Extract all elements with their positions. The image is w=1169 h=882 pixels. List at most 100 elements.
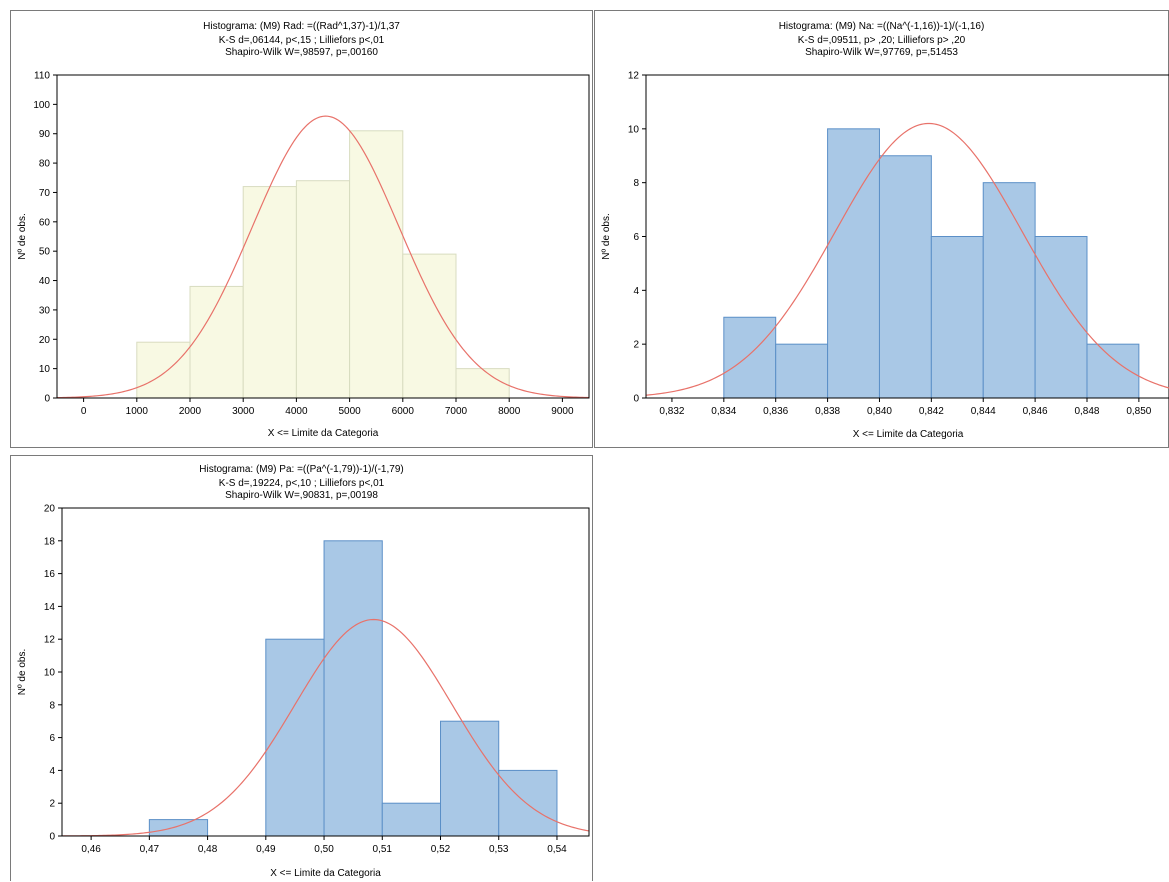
y-tick-label: 0 [44,394,50,405]
histogram-chart-pa: 0 2 4 6 8 10 12 14 16 18 20 0,46 0,47 0,48 0,49 0,50 0,5… [17,504,590,879]
x-tick-label: 0,47 [140,844,160,855]
x-tick-label: 9000 [551,406,574,417]
x-tick-label: 0,46 [81,844,101,855]
y-tick-label: 12 [44,635,56,646]
y-tick-label: 18 [44,536,56,547]
histogram-chart-na: 0 2 4 6 8 10 12 0,832 0,834 0,836 0,838 0,840 0,842 0… [601,71,1169,440]
y-tick-label: 20 [39,335,51,346]
histogram-chart-rad: 0 10 20 30 40 50 60 70 80 90 100 110 0 1000 2000 3000 40… [17,71,590,439]
y-tick-label: 8 [49,700,55,711]
y-tick-label: 0 [49,832,55,843]
y-tick-label: 100 [33,100,50,111]
y-tick-label: 90 [39,129,51,140]
x-tick-label: 0,50 [314,844,334,855]
y-tick-label: 110 [34,71,50,82]
x-tick-label: 0,49 [256,844,276,855]
histogram-bar [498,769,558,837]
chart-subtitle-ks: K-S d=,19224, p<,10 ; Lilliefors p<,01 [218,478,385,489]
x-tick-label: 8000 [498,406,521,417]
x-axis-label: X <= Limite da Categoria [268,428,379,439]
y-tick-label: 12 [628,71,640,82]
x-tick-label: 6000 [392,406,415,417]
x-tick-label: 0,52 [431,844,451,855]
y-tick-label: 8 [633,178,639,189]
x-tick-label: 0,842 [919,406,944,417]
x-tick-label: 1000 [126,406,149,417]
x-tick-label: 7000 [445,406,468,417]
histogram-bar [242,186,297,399]
x-axis-label: X <= Limite da Categoria [853,429,964,440]
x-tick-label: 0 [81,406,87,417]
x-tick-label: 4000 [285,406,308,417]
x-tick-label: 0,838 [815,406,840,417]
x-tick-label: 0,51 [373,844,393,855]
histogram-bar [930,236,984,399]
y-tick-label: 10 [39,364,51,375]
histogram-bar [189,285,244,399]
chart-title: Histograma: (M9) Na: =((Na^(-1,16))-1)/(… [778,21,985,32]
x-axis-label: X <= Limite da Categoria [270,868,381,879]
normal-fit-curve [645,122,1169,396]
x-tick-label: 0,53 [489,844,509,855]
x-tick-label: 0,848 [1074,406,1099,417]
y-tick-label: 60 [39,217,51,228]
y-tick-label: 0 [633,394,639,405]
histogram-bar [323,540,383,837]
histogram-bar [723,316,777,399]
y-tick-label: 2 [633,340,639,351]
x-tick-label: 0,834 [711,406,736,417]
histogram-panel-na: Histograma: (M9) Na: =((Na^(-1,16))-1)/(… [594,10,1169,448]
plot-area-frame [56,74,590,399]
y-axis-label: Nº de obs. [17,649,28,695]
y-tick-label: 50 [39,247,51,258]
y-tick-label: 16 [44,569,56,580]
y-tick-label: 30 [39,305,51,316]
y-tick-label: 4 [633,286,639,297]
x-tick-label: 5000 [338,406,361,417]
x-tick-label: 3000 [232,406,255,417]
normal-fit-curve [56,115,590,399]
chart-title: Histograma: (M9) Rad: =((Rad^1,37)-1)/1,… [203,21,400,32]
histogram-bar [455,368,510,399]
y-axis-label: Nº de obs. [601,213,612,259]
x-tick-label: 0,850 [1126,406,1151,417]
y-tick-label: 2 [49,799,55,810]
chart-subtitle-sw: Shapiro-Wilk W=,98597, p=,00160 [225,47,378,58]
histogram-bar [349,130,404,399]
y-tick-label: 10 [628,124,640,135]
y-tick-label: 4 [49,766,55,777]
y-tick-label: 40 [39,276,51,287]
x-tick-label: 0,846 [1023,406,1048,417]
y-tick-label: 10 [44,668,56,679]
histogram-bar [148,819,209,837]
y-axis-label: Nº de obs. [17,213,28,259]
x-tick-label: 0,840 [867,406,892,417]
x-tick-label: 0,836 [763,406,788,417]
chart-title: Histograma: (M9) Pa: =((Pa^(-1,79))-1)/(… [199,464,404,475]
histogram-bar [775,343,829,399]
chart-subtitle-ks: K-S d=,09511, p> ,20; Lilliefors p> ,20 [797,35,966,46]
y-tick-label: 14 [44,602,56,613]
y-tick-label: 6 [633,232,639,243]
chart-subtitle-sw: Shapiro-Wilk W=,97769, p=,51453 [805,47,958,58]
y-tick-label: 70 [39,188,51,199]
histogram-panel-rad: Histograma: (M9) Rad: =((Rad^1,37)-1)/1,… [10,10,593,448]
histogram-bar [381,802,442,837]
normal-fit-curve [61,618,590,837]
histogram-bar [878,155,932,399]
histogram-bar [982,182,1036,399]
x-tick-label: 2000 [179,406,202,417]
histogram-bar [136,341,191,399]
x-tick-label: 0,48 [198,844,218,855]
histogram-bar [440,720,500,837]
histogram-panel-pa: Histograma: (M9) Pa: =((Pa^(-1,79))-1)/(… [10,455,593,881]
chart-subtitle-ks: K-S d=,06144, p<,15 ; Lilliefors p<,01 [218,35,385,46]
y-tick-label: 6 [49,733,55,744]
histogram-bar [295,180,351,399]
x-tick-label: 0,832 [659,406,684,417]
chart-subtitle-sw: Shapiro-Wilk W=,90831, p=,00198 [225,490,378,501]
histogram-bar [402,253,457,399]
y-tick-label: 80 [39,159,51,170]
x-tick-label: 0,54 [547,844,567,855]
x-tick-label: 0,844 [971,406,996,417]
